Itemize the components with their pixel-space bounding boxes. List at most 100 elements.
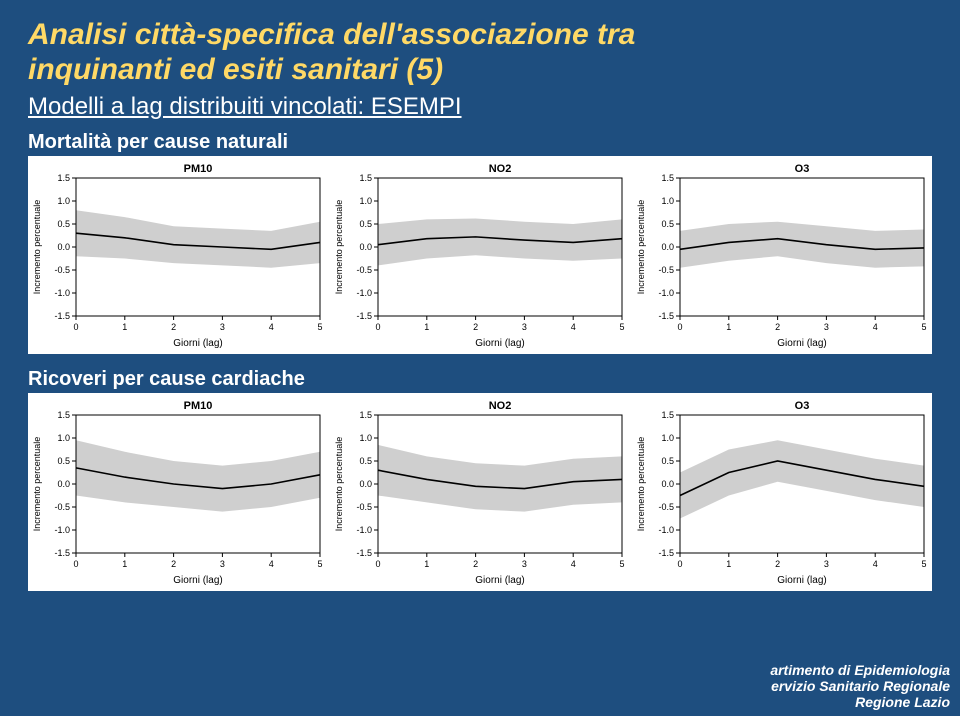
mini-chart-no2: 012345-1.5-1.0-0.50.00.51.01.5Giorni (la… [330,397,630,587]
x-axis-label: Giorni (lag) [475,575,524,586]
y-axis-label: Incremento percentuale [636,437,646,532]
svg-text:1.0: 1.0 [359,433,372,443]
y-axis-label: Incremento percentuale [334,437,344,532]
title-line2: inquinanti ed esiti sanitari (5) [28,53,443,86]
svg-text:-1.0: -1.0 [54,525,70,535]
svg-text:1.0: 1.0 [57,196,70,206]
svg-text:5: 5 [921,322,926,332]
svg-text:-1.5: -1.5 [658,311,674,321]
svg-text:-0.5: -0.5 [356,502,372,512]
confidence-band [378,445,622,512]
svg-text:-0.5: -0.5 [356,265,372,275]
svg-text:4: 4 [269,559,274,569]
svg-text:1: 1 [424,559,429,569]
title-line1: Analisi città-specifica dell'associazion… [28,18,635,51]
svg-text:5: 5 [921,559,926,569]
svg-text:3: 3 [220,322,225,332]
svg-text:2: 2 [775,322,780,332]
svg-text:1: 1 [424,322,429,332]
slide-title: Analisi città-specifica dell'associazion… [28,18,932,87]
svg-text:1.5: 1.5 [661,173,674,183]
svg-text:0: 0 [677,322,682,332]
svg-text:0: 0 [677,559,682,569]
mini-chart-no2: 012345-1.5-1.0-0.50.00.51.01.5Giorni (la… [330,160,630,350]
confidence-band [76,210,320,268]
svg-text:-1.5: -1.5 [356,548,372,558]
svg-text:-1.0: -1.0 [356,525,372,535]
svg-text:5: 5 [619,322,624,332]
svg-text:0.0: 0.0 [661,479,674,489]
svg-text:-1.0: -1.0 [658,288,674,298]
svg-text:1.0: 1.0 [661,433,674,443]
x-axis-label: Giorni (lag) [475,338,524,349]
svg-text:2: 2 [171,559,176,569]
svg-text:0.0: 0.0 [359,479,372,489]
chart-row-mortality: 0 1 2 3 4 5 -1.5 -1.0 -0.5 0.0 0.5 1.0 1.5 Giorni (la… [28,156,932,354]
svg-text:3: 3 [522,322,527,332]
svg-text:0.0: 0.0 [57,479,70,489]
section2-label: Ricoveri per cause cardiache [28,368,932,391]
svg-text:-1.5: -1.5 [54,311,70,321]
mini-chart-o3: 012345-1.5-1.0-0.50.00.51.01.5Giorni (la… [632,160,932,350]
svg-text:-1.5: -1.5 [356,311,372,321]
panel-title: O3 [795,163,810,175]
mini-chart-pm10: 012345-1.5-1.0-0.50.00.51.01.5Giorni (la… [28,160,328,350]
svg-text:1.0: 1.0 [359,196,372,206]
svg-text:0.5: 0.5 [57,219,70,229]
svg-text:0.5: 0.5 [57,456,70,466]
panel-title: O3 [795,400,810,412]
y-axis-label: Incremento percentuale [636,200,646,295]
confidence-band [680,440,924,518]
svg-text:1.5: 1.5 [359,410,372,420]
panel-title: NO2 [489,400,512,412]
svg-text:4: 4 [873,559,878,569]
y-axis-label: Incremento percentuale [334,200,344,295]
svg-text:2: 2 [171,322,176,332]
panel-title: PM10 [184,163,213,175]
svg-text:3: 3 [824,322,829,332]
svg-text:1: 1 [122,322,127,332]
svg-text:-1.0: -1.0 [356,288,372,298]
svg-text:4: 4 [571,559,576,569]
svg-text:-0.5: -0.5 [658,265,674,275]
x-axis-label: Giorni (lag) [173,575,222,586]
svg-text:4: 4 [269,322,274,332]
svg-text:-1.0: -1.0 [54,288,70,298]
svg-text:4: 4 [873,322,878,332]
panel-title: PM10 [184,400,213,412]
svg-text:-1.5: -1.5 [658,548,674,558]
x-axis-label: Giorni (lag) [777,575,826,586]
svg-text:2: 2 [473,322,478,332]
svg-text:2: 2 [473,559,478,569]
panel-title: NO2 [489,163,512,175]
slide-subtitle: Modelli a lag distribuiti vincolati: ESE… [28,93,932,121]
svg-text:0: 0 [375,559,380,569]
y-axis-label: Incremento percentuale [32,437,42,532]
svg-text:0.5: 0.5 [359,219,372,229]
svg-text:0.5: 0.5 [661,456,674,466]
chart-row-cardiac: 0 1 2 3 4 5 -1.5 -1.0 -0.5 0.0 0.5 1.0 1.5 Giorni (la… [28,393,932,591]
svg-text:-1.5: -1.5 [54,548,70,558]
footer-credit: artimento di Epidemiologia ervizio Sanit… [770,662,950,710]
x-axis-label: Giorni (lag) [777,338,826,349]
svg-text:5: 5 [619,559,624,569]
svg-text:0.0: 0.0 [359,242,372,252]
footer-line1: artimento di Epidemiologia [770,662,950,678]
svg-text:1: 1 [726,322,731,332]
mini-chart-pm10: 012345-1.5-1.0-0.50.00.51.01.5Giorni (la… [28,397,328,587]
svg-text:1.0: 1.0 [661,196,674,206]
svg-text:-0.5: -0.5 [658,502,674,512]
mini-chart-o3: 012345-1.5-1.0-0.50.00.51.01.5Giorni (la… [632,397,932,587]
confidence-band [76,440,320,511]
svg-text:1: 1 [122,559,127,569]
svg-text:1.5: 1.5 [57,173,70,183]
x-axis-label: Giorni (lag) [173,338,222,349]
slide-root: Analisi città-specifica dell'associazion… [0,0,960,716]
svg-text:3: 3 [220,559,225,569]
svg-text:1: 1 [726,559,731,569]
svg-text:2: 2 [775,559,780,569]
svg-text:0: 0 [73,559,78,569]
svg-text:3: 3 [824,559,829,569]
svg-text:-0.5: -0.5 [54,265,70,275]
svg-text:4: 4 [571,322,576,332]
